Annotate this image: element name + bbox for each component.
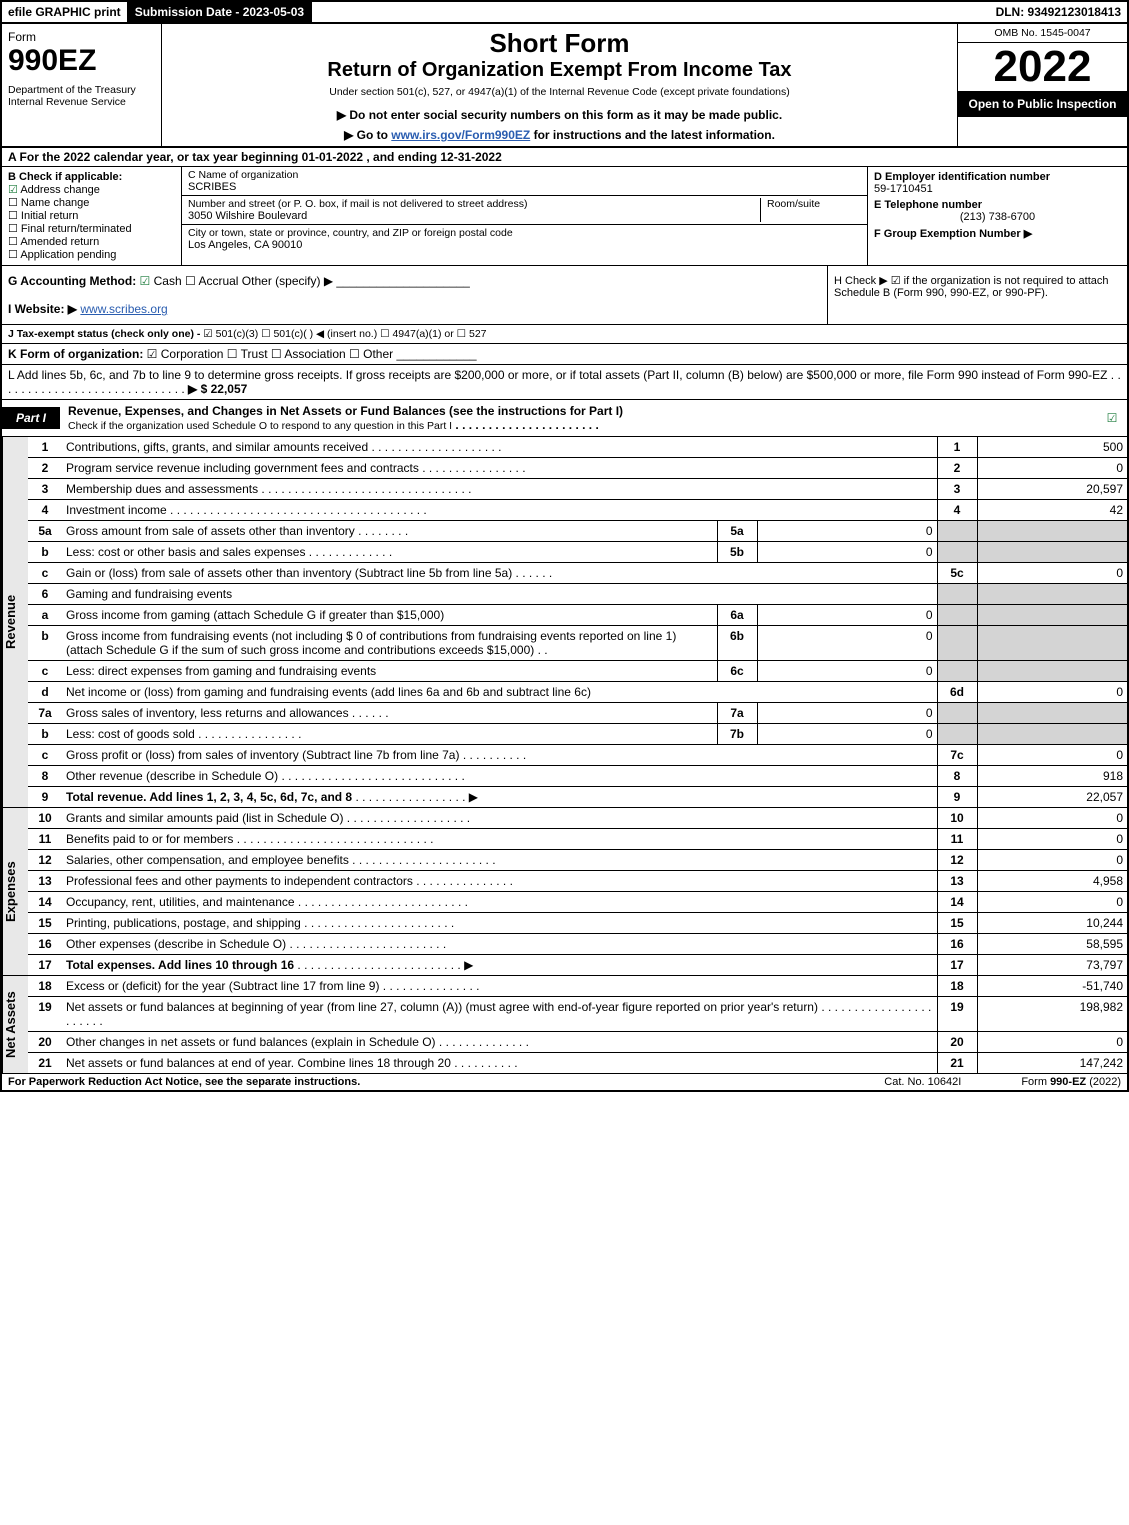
d-value: 59-1710451 <box>874 183 1121 195</box>
g-accrual[interactable]: Accrual <box>185 274 238 288</box>
part1-checkbox[interactable] <box>1097 411 1127 425</box>
i-label: I Website: ▶ <box>8 302 77 316</box>
j-opts: ☑ 501(c)(3) ☐ 501(c)( ) ◀ (insert no.) ☐… <box>203 328 486 340</box>
form-word: Form <box>8 30 155 44</box>
d-label: D Employer identification number <box>874 171 1050 183</box>
b-header: B Check if applicable: <box>8 171 122 183</box>
col-h: H Check ▶ ☑ if the organization is not r… <box>827 266 1127 324</box>
irs-link[interactable]: www.irs.gov/Form990EZ <box>391 128 530 142</box>
header-center: Short Form Return of Organization Exempt… <box>162 24 957 146</box>
row-k: K Form of organization: ☑ Corporation ☐ … <box>0 344 1129 365</box>
e-label: E Telephone number <box>874 199 982 211</box>
c-name-label: C Name of organization <box>188 169 861 181</box>
section-bcdef: B Check if applicable: Address change Na… <box>0 167 1129 266</box>
section-gh: G Accounting Method: Cash Accrual Other … <box>0 266 1129 325</box>
top-bar: efile GRAPHIC print Submission Date - 20… <box>0 0 1129 24</box>
net-assets-side-label: Net Assets <box>2 976 28 1073</box>
c-addr: 3050 Wilshire Boulevard <box>188 210 754 222</box>
e-value: (213) 738-6700 <box>874 211 1121 223</box>
chk-application-pending[interactable]: Application pending <box>8 248 175 261</box>
c-addr-label: Number and street (or P. O. box, if mail… <box>188 198 754 210</box>
g-other: Other (specify) ▶ <box>242 274 333 288</box>
expenses-side-label: Expenses <box>2 808 28 975</box>
subtitle: Return of Organization Exempt From Incom… <box>170 59 949 82</box>
footer: For Paperwork Reduction Act Notice, see … <box>0 1074 1129 1092</box>
note1: ▶ Do not enter social security numbers o… <box>337 108 782 122</box>
chk-final-return[interactable]: Final return/terminated <box>8 222 175 235</box>
k-label: K Form of organization: <box>8 347 143 361</box>
g-label: G Accounting Method: <box>8 274 136 288</box>
col-def: D Employer identification number 59-1710… <box>867 167 1127 265</box>
submission-date: Submission Date - 2023-05-03 <box>129 2 312 22</box>
c-city: Los Angeles, CA 90010 <box>188 239 861 251</box>
part1-check-note: Check if the organization used Schedule … <box>68 420 452 432</box>
row-l: L Add lines 5b, 6c, and 7b to line 9 to … <box>0 365 1129 400</box>
header-right: OMB No. 1545-0047 2022 Open to Public In… <box>957 24 1127 146</box>
omb: OMB No. 1545-0047 <box>958 24 1127 43</box>
c-name: SCRIBES <box>188 181 861 193</box>
footer-mid: Cat. No. 10642I <box>884 1076 961 1088</box>
dln: DLN: 93492123018413 <box>990 2 1127 22</box>
header-left: Form 990EZ Department of the Treasury In… <box>2 24 162 146</box>
form-header: Form 990EZ Department of the Treasury In… <box>0 24 1129 148</box>
col-b: B Check if applicable: Address change Na… <box>2 167 182 265</box>
chk-name-change[interactable]: Name change <box>8 196 175 209</box>
l-amount: ▶ $ 22,057 <box>188 382 247 396</box>
expenses-section: Expenses 10Grants and similar amounts pa… <box>0 808 1129 976</box>
expenses-table: 10Grants and similar amounts paid (list … <box>28 808 1127 975</box>
footer-left: For Paperwork Reduction Act Notice, see … <box>8 1076 360 1088</box>
chk-initial-return[interactable]: Initial return <box>8 209 175 222</box>
net-assets-section: Net Assets 18Excess or (deficit) for the… <box>0 976 1129 1074</box>
col-g: G Accounting Method: Cash Accrual Other … <box>2 266 827 324</box>
open-inspection: Open to Public Inspection <box>958 91 1127 117</box>
note2-wrap: ▶ Go to www.irs.gov/Form990EZ for instru… <box>170 128 949 142</box>
col-c: C Name of organization SCRIBES Number an… <box>182 167 867 265</box>
j-label: J Tax-exempt status (check only one) - <box>8 328 203 340</box>
l-text: L Add lines 5b, 6c, and 7b to line 9 to … <box>8 368 1107 382</box>
revenue-table: 1Contributions, gifts, grants, and simil… <box>28 437 1127 807</box>
title: Short Form <box>170 28 949 59</box>
revenue-side-label: Revenue <box>2 437 28 807</box>
efile-label: efile GRAPHIC print <box>2 2 129 22</box>
footer-right: Form 990-EZ (2022) <box>1021 1076 1121 1088</box>
dept-text: Department of the Treasury Internal Reve… <box>8 84 155 108</box>
revenue-section: Revenue 1Contributions, gifts, grants, a… <box>0 437 1129 808</box>
part1-title: Revenue, Expenses, and Changes in Net As… <box>60 400 1097 436</box>
form-number: 990EZ <box>8 44 155 78</box>
chk-address-change[interactable]: Address change <box>8 183 175 196</box>
part1-header: Part I Revenue, Expenses, and Changes in… <box>0 400 1129 437</box>
chk-amended-return[interactable]: Amended return <box>8 235 175 248</box>
g-cash[interactable]: Cash <box>140 274 182 288</box>
f-label: F Group Exemption Number ▶ <box>874 228 1032 240</box>
website-link[interactable]: www.scribes.org <box>80 302 167 316</box>
c-room-label: Room/suite <box>761 198 861 222</box>
row-j: J Tax-exempt status (check only one) - ☑… <box>0 325 1129 344</box>
tax-year: 2022 <box>958 43 1127 91</box>
under-text: Under section 501(c), 527, or 4947(a)(1)… <box>170 86 949 98</box>
row-a: A For the 2022 calendar year, or tax yea… <box>0 148 1129 167</box>
part1-badge: Part I <box>2 407 60 429</box>
net-assets-table: 18Excess or (deficit) for the year (Subt… <box>28 976 1127 1073</box>
k-opts: ☑ Corporation ☐ Trust ☐ Association ☐ Ot… <box>147 347 393 361</box>
c-city-label: City or town, state or province, country… <box>188 227 861 239</box>
